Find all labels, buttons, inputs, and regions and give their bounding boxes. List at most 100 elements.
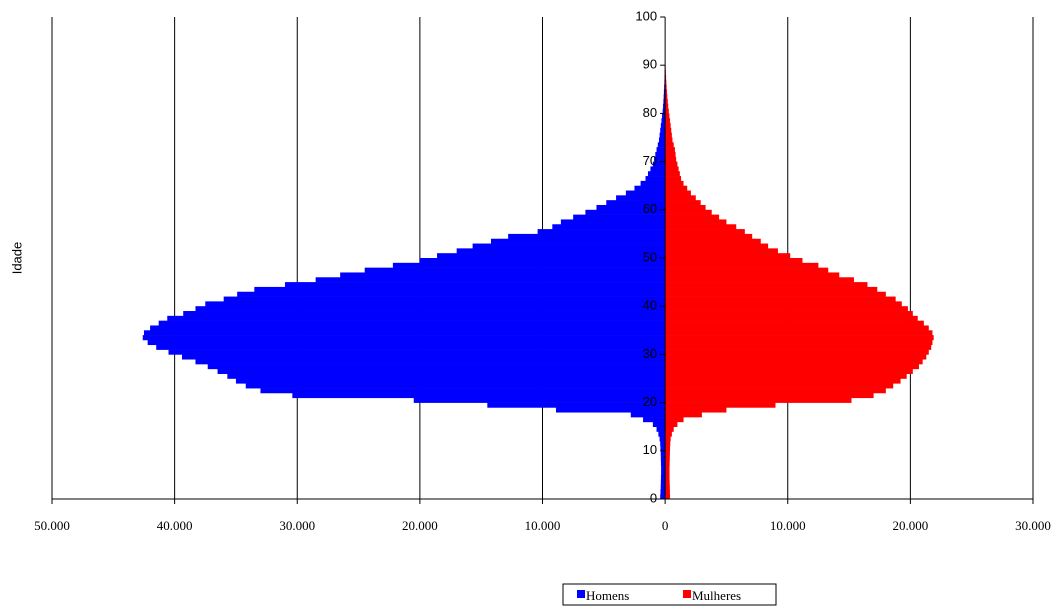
bar [472, 243, 666, 249]
y-tick-label: 0 [650, 490, 657, 505]
bar [660, 484, 666, 490]
bar [665, 364, 919, 370]
bar [364, 267, 666, 273]
bar [665, 282, 868, 288]
bar [260, 388, 666, 394]
bar [663, 103, 666, 109]
y-tick-label: 80 [643, 105, 657, 120]
bar [665, 402, 776, 408]
bar [665, 489, 670, 495]
bar [665, 108, 669, 114]
bar [662, 113, 666, 119]
x-tick-label: 40.000 [157, 518, 193, 533]
bar [665, 320, 924, 326]
bar [665, 94, 668, 100]
bar [650, 166, 666, 172]
legend [562, 583, 777, 606]
bar [665, 219, 727, 225]
bar [660, 445, 666, 452]
bar [665, 147, 675, 153]
bar [665, 118, 671, 124]
bar [658, 431, 666, 437]
bar [560, 219, 666, 225]
bar [665, 306, 908, 312]
bar [284, 282, 666, 288]
bar [663, 98, 666, 105]
bar [660, 123, 666, 129]
bar [665, 484, 670, 490]
bar [660, 127, 666, 133]
bar [657, 142, 666, 148]
bar [665, 417, 684, 423]
bar [665, 455, 670, 461]
bar [660, 450, 666, 456]
bar [665, 156, 677, 162]
bar [537, 229, 666, 235]
bar [665, 137, 673, 143]
bar [665, 209, 712, 215]
bar [665, 445, 671, 452]
bar [625, 190, 666, 196]
bar [661, 465, 666, 471]
bar [660, 489, 666, 495]
bar [195, 359, 666, 365]
bar [217, 368, 666, 374]
bar [665, 325, 929, 331]
bar [142, 335, 666, 341]
bar [585, 209, 666, 215]
y-tick-label: 70 [643, 153, 657, 168]
bar [665, 214, 720, 220]
bar [665, 315, 918, 321]
bar [227, 373, 666, 379]
bar [662, 108, 666, 114]
bar [665, 359, 923, 365]
bar [606, 200, 666, 206]
bar [183, 311, 666, 317]
bar [665, 267, 829, 273]
bar [659, 436, 666, 442]
x-tick-label: 10.000 [525, 518, 561, 533]
y-tick-label: 10 [643, 442, 657, 457]
bar [665, 339, 933, 346]
bar [665, 460, 670, 466]
bar [150, 325, 666, 331]
bar [660, 474, 666, 481]
bar [665, 450, 670, 456]
bar [665, 426, 674, 432]
bar [168, 349, 666, 355]
x-tick-label: 30.000 [279, 518, 315, 533]
bar [655, 151, 666, 158]
y-tick-label: 30 [643, 346, 657, 361]
bar [661, 470, 666, 476]
bar [665, 89, 667, 95]
bar [158, 320, 666, 326]
bar [665, 421, 678, 427]
bar [663, 94, 666, 100]
bar [555, 407, 666, 413]
bar [665, 296, 896, 302]
bar [643, 417, 666, 423]
bar [237, 291, 666, 297]
bar [658, 137, 666, 143]
bar [665, 248, 778, 254]
bar [665, 388, 886, 394]
bar [647, 171, 666, 177]
bar [665, 407, 727, 413]
y-axis-title: Idade [9, 242, 24, 275]
bar [223, 296, 666, 302]
bar [652, 161, 666, 167]
bar [437, 253, 666, 259]
bar [665, 176, 682, 182]
bar [254, 286, 666, 293]
bar [663, 89, 666, 95]
bar [665, 383, 894, 389]
bar [147, 339, 666, 346]
bar [156, 344, 666, 350]
bar [665, 166, 679, 172]
bar [665, 291, 886, 297]
bar [640, 180, 666, 186]
bar [340, 272, 666, 278]
bar [665, 253, 791, 259]
bar [665, 354, 927, 360]
